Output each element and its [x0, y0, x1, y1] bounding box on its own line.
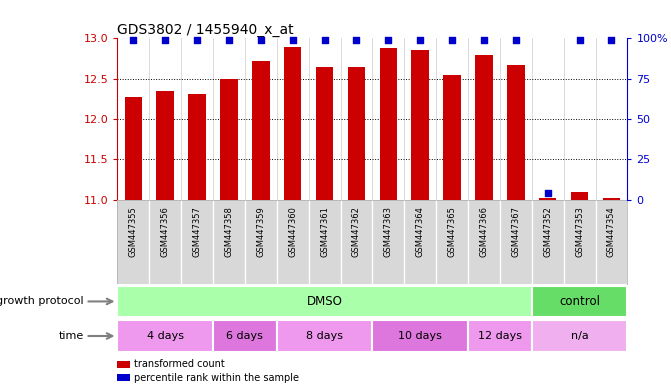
- Text: GSM447364: GSM447364: [416, 207, 425, 257]
- Point: [478, 37, 489, 43]
- Bar: [276, 320, 372, 352]
- Text: GSM447353: GSM447353: [575, 207, 584, 257]
- Text: GSM447354: GSM447354: [607, 207, 616, 257]
- Text: 4 days: 4 days: [147, 331, 184, 341]
- Text: GSM447358: GSM447358: [225, 207, 234, 257]
- Point: [256, 37, 266, 43]
- Bar: [213, 320, 276, 352]
- Text: n/a: n/a: [571, 331, 588, 341]
- Text: 12 days: 12 days: [478, 331, 522, 341]
- Bar: [380, 48, 397, 200]
- Bar: [411, 51, 429, 200]
- Bar: [125, 97, 142, 200]
- Text: GSM447366: GSM447366: [480, 207, 488, 257]
- Point: [351, 37, 362, 43]
- Text: GSM447356: GSM447356: [161, 207, 170, 257]
- Text: GSM447359: GSM447359: [256, 207, 265, 257]
- Point: [319, 37, 330, 43]
- Bar: [571, 192, 588, 200]
- Point: [223, 37, 234, 43]
- Text: GSM447367: GSM447367: [511, 207, 520, 257]
- Bar: [284, 47, 301, 200]
- Bar: [252, 61, 270, 200]
- Bar: [117, 320, 213, 352]
- Point: [606, 37, 617, 43]
- Text: DMSO: DMSO: [307, 295, 342, 308]
- Point: [415, 37, 425, 43]
- Text: GSM447352: GSM447352: [544, 207, 552, 257]
- Bar: [539, 198, 556, 200]
- Bar: [372, 320, 468, 352]
- Bar: [156, 91, 174, 200]
- Point: [128, 37, 139, 43]
- Point: [542, 190, 553, 196]
- Text: GSM447355: GSM447355: [129, 207, 138, 257]
- Text: GSM447360: GSM447360: [289, 207, 297, 257]
- Text: transformed count: transformed count: [134, 359, 225, 369]
- Point: [160, 37, 170, 43]
- Text: GSM447357: GSM447357: [193, 207, 201, 257]
- Bar: [444, 74, 461, 200]
- Text: GSM447361: GSM447361: [320, 207, 329, 257]
- Point: [511, 37, 521, 43]
- Text: GSM447362: GSM447362: [352, 207, 361, 257]
- Text: growth protocol: growth protocol: [0, 296, 84, 306]
- Bar: [316, 68, 333, 200]
- Bar: [475, 55, 493, 200]
- Bar: [348, 68, 365, 200]
- Text: GDS3802 / 1455940_x_at: GDS3802 / 1455940_x_at: [117, 23, 294, 37]
- Bar: [117, 286, 531, 317]
- Bar: [189, 94, 206, 200]
- Text: 6 days: 6 days: [227, 331, 263, 341]
- Bar: [468, 320, 531, 352]
- Point: [192, 37, 203, 43]
- Text: time: time: [58, 331, 84, 341]
- Point: [287, 37, 298, 43]
- Text: control: control: [559, 295, 600, 308]
- Point: [447, 37, 458, 43]
- Bar: [531, 286, 627, 317]
- Text: 8 days: 8 days: [306, 331, 343, 341]
- Text: percentile rank within the sample: percentile rank within the sample: [134, 373, 299, 383]
- Bar: [507, 65, 525, 200]
- Bar: [603, 198, 620, 200]
- Text: GSM447363: GSM447363: [384, 207, 393, 257]
- Bar: [531, 320, 627, 352]
- Point: [383, 37, 394, 43]
- Text: GSM447365: GSM447365: [448, 207, 456, 257]
- Text: 10 days: 10 days: [399, 331, 442, 341]
- Bar: [220, 79, 238, 200]
- Point: [574, 37, 585, 43]
